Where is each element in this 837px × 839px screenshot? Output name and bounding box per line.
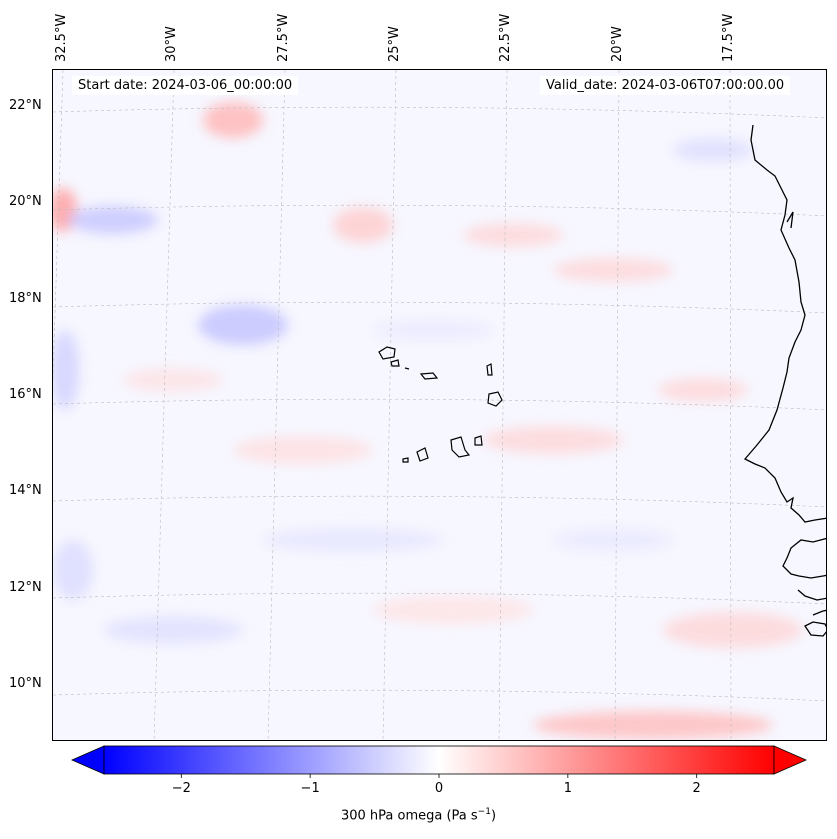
colorbar-tick-label: −2 bbox=[171, 781, 191, 796]
map-canvas bbox=[53, 70, 826, 740]
colorbar-label-end: ) bbox=[490, 808, 497, 824]
colorbar-label-sup: −1 bbox=[477, 807, 491, 817]
lat-label: 20°N bbox=[9, 194, 42, 209]
lon-label: 20°W bbox=[610, 26, 625, 62]
africa-coastline bbox=[743, 124, 826, 637]
lon-label: 27.5°W bbox=[276, 13, 291, 62]
colorbar-label: 300 hPa omega (Pa s−1) bbox=[0, 807, 837, 823]
lon-label: 25°W bbox=[387, 26, 402, 62]
lat-label: 10°N bbox=[9, 676, 42, 691]
lat-label: 22°N bbox=[9, 98, 42, 113]
omega-field bbox=[53, 102, 803, 739]
lat-label: 14°N bbox=[9, 483, 42, 498]
start-date-label: Start date: 2024-03-06_00:00:00 bbox=[72, 76, 299, 95]
colorbar bbox=[71, 745, 807, 778]
lat-label: 18°N bbox=[9, 291, 42, 306]
lon-label: 22.5°W bbox=[498, 13, 513, 62]
lat-label: 12°N bbox=[9, 580, 42, 595]
valid-date-label: Valid_date: 2024-03-06T07:00:00.00 bbox=[540, 76, 791, 95]
colorbar-tick-label: 0 bbox=[434, 781, 444, 796]
colorbar-body bbox=[103, 745, 775, 775]
lat-label: 16°N bbox=[9, 387, 42, 402]
colorbar-extend-min bbox=[71, 745, 105, 775]
lon-label: 17.5°W bbox=[721, 13, 736, 62]
map-panel[interactable] bbox=[52, 69, 827, 741]
graticule bbox=[53, 70, 826, 740]
lon-label: 32.5°W bbox=[54, 13, 69, 62]
colorbar-tick-label: −1 bbox=[300, 781, 320, 796]
colorbar-tick-label: 2 bbox=[692, 781, 701, 796]
colorbar-tick-label: 1 bbox=[563, 781, 572, 796]
colorbar-extend-max bbox=[773, 745, 807, 775]
colorbar-label-main: 300 hPa omega (Pa s bbox=[340, 808, 478, 824]
cape-verde-islands bbox=[378, 346, 503, 463]
lon-label: 30°W bbox=[164, 26, 179, 62]
